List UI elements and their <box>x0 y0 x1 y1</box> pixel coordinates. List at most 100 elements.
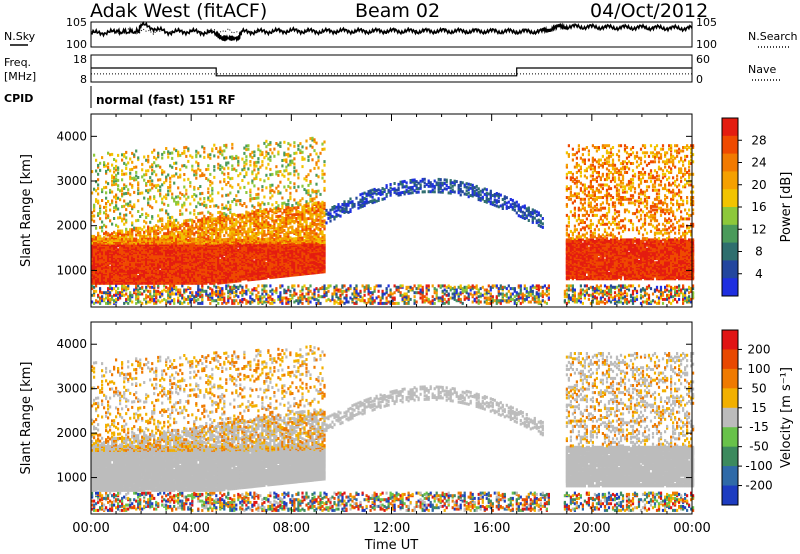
power-panel-cell <box>275 206 277 209</box>
noise-right-label: N.Search <box>748 30 798 43</box>
power-panel-cell <box>123 173 125 176</box>
power-panel-cell <box>125 259 127 262</box>
power-panel-cell <box>181 255 183 258</box>
power-panel-cell <box>177 195 179 198</box>
power-panel-cell <box>235 203 237 206</box>
power-panel-cell <box>115 165 117 168</box>
power-panel-cell <box>249 189 251 192</box>
power-panel-cell <box>135 238 137 241</box>
power-panel-cell <box>193 260 195 263</box>
power-panel-cell <box>207 238 209 241</box>
power-panel-cell <box>223 149 225 152</box>
power-panel-cell <box>201 203 203 206</box>
noise-series-nsky <box>91 23 692 41</box>
power-panel-cell <box>135 268 137 271</box>
power-panel-cell <box>125 163 127 166</box>
power-panel-cell <box>195 161 197 164</box>
power-panel-cell <box>173 282 175 285</box>
power-panel-cell <box>119 198 121 201</box>
power-panel-cell <box>159 227 161 230</box>
power-panel-cell <box>235 238 237 241</box>
power-panel-cell <box>169 164 171 167</box>
power-panel-cell <box>195 223 197 226</box>
power-panel-cell <box>169 287 171 290</box>
power-panel-cell <box>93 290 95 293</box>
freq-right-tick-bottom: 0 <box>696 73 703 86</box>
power-panel-cell <box>183 297 185 300</box>
power-panel-cell <box>159 270 161 273</box>
power-panel-cell <box>233 295 235 298</box>
power-panel-cell <box>279 170 281 173</box>
power-panel-cell <box>119 232 121 235</box>
power-panel-cell <box>263 290 265 293</box>
power-panel-cell <box>137 156 139 159</box>
power-panel-cell <box>149 189 151 192</box>
power-panel-cell <box>135 274 137 277</box>
power-panel-cell <box>221 212 223 215</box>
power-panel-cell <box>113 294 115 297</box>
power-panel-cell <box>239 291 241 294</box>
power-panel-cell <box>133 289 135 292</box>
power-panel-cell <box>163 171 165 174</box>
power-panel-cell <box>125 293 127 296</box>
power-panel-cell <box>227 167 229 170</box>
power-panel-cell <box>167 294 169 297</box>
power-panel-cell <box>135 166 137 169</box>
power-panel-cell <box>197 226 199 229</box>
power-panel-cell <box>235 290 237 293</box>
power-panel-cell <box>269 189 271 192</box>
power-panel-cell <box>251 253 253 256</box>
power-panel-cell <box>245 302 247 305</box>
power-panel-cell <box>93 215 95 218</box>
power-panel-cell <box>257 187 259 190</box>
power-panel-cell <box>95 299 97 302</box>
power-panel-cell <box>195 150 197 153</box>
power-panel-cell <box>265 140 267 143</box>
power-panel-cell <box>125 219 127 222</box>
power-panel-cell <box>109 234 111 237</box>
power-panel-cell <box>165 299 167 302</box>
power-panel-cell <box>221 187 223 190</box>
power-panel-cell <box>207 279 209 282</box>
power-panel-cell <box>255 161 257 164</box>
power-panel-cell <box>181 294 183 297</box>
power-panel-cell <box>235 194 237 197</box>
power-panel-cell <box>159 295 161 298</box>
power-panel-cell <box>225 156 227 159</box>
power-panel-cell <box>145 173 147 176</box>
power-panel-cell <box>255 297 257 300</box>
power-panel-cell <box>241 213 243 216</box>
power-panel-cell <box>269 197 271 200</box>
power-panel-cell <box>253 197 255 200</box>
power-panel-cell <box>263 196 265 199</box>
power-panel-cell <box>109 294 111 297</box>
power-panel-cell <box>161 293 163 296</box>
power-panel-cell <box>109 266 111 269</box>
power-panel-cell <box>233 302 235 305</box>
power-panel-cell <box>281 173 283 176</box>
power-panel-cell <box>209 205 211 208</box>
power-panel-cell <box>273 155 275 158</box>
power-panel-cell <box>223 215 225 218</box>
power-panel-cell <box>131 232 133 235</box>
power-panel-cell <box>137 199 139 202</box>
power-panel-cell <box>149 205 151 208</box>
power-panel-cell <box>169 234 171 237</box>
power-panel-cell <box>215 227 217 230</box>
power-panel-cell <box>249 295 251 298</box>
power-panel-cell <box>171 216 173 219</box>
power-panel-cell <box>135 227 137 230</box>
power-panel-cell <box>263 238 265 241</box>
power-panel-cell <box>239 236 241 239</box>
power-panel-cell <box>125 235 127 238</box>
power-panel-cell <box>267 157 269 160</box>
power-panel-cell <box>225 227 227 230</box>
power-panel-cell <box>105 216 107 219</box>
power-panel-cell <box>211 289 213 292</box>
power-panel-cell <box>207 154 209 157</box>
power-panel-cell <box>247 211 249 214</box>
power-panel-cell <box>253 263 255 266</box>
power-panel-cell <box>173 162 175 165</box>
power-panel-cell <box>145 286 147 289</box>
power-panel-cell <box>135 295 137 298</box>
